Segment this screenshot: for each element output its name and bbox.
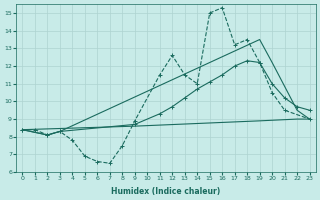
X-axis label: Humidex (Indice chaleur): Humidex (Indice chaleur) [111,187,221,196]
